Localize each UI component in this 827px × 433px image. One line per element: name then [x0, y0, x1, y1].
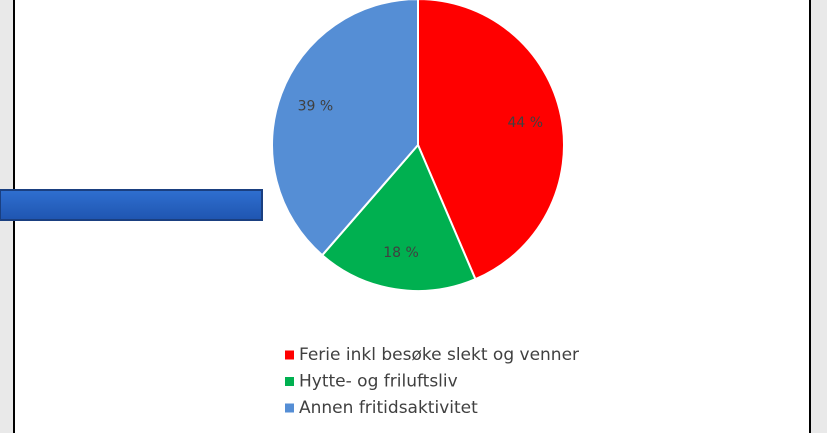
- pie-slice: [320, 143, 477, 292]
- data-label: 18 %: [383, 245, 419, 261]
- legend-label: Hytte- og friluftsliv: [299, 372, 458, 392]
- data-label: 44 %: [507, 115, 543, 131]
- legend-label: Ferie inkl besøke slekt og venner: [299, 345, 579, 365]
- pie-slice: [417, 0, 565, 281]
- pie: 44 % 18 % 39 %: [271, 0, 565, 292]
- legend-swatch: [285, 350, 294, 360]
- pie-slice: [271, 0, 419, 257]
- legend-swatch: [285, 403, 294, 413]
- legend: Ferie inkl besøke slekt og venner Hytte- …: [285, 345, 579, 418]
- legend-swatch: [285, 377, 294, 386]
- data-label: 39 %: [298, 99, 334, 115]
- decor-bar: [0, 189, 263, 221]
- legend-label: Annen fritidsaktivitet: [299, 398, 478, 418]
